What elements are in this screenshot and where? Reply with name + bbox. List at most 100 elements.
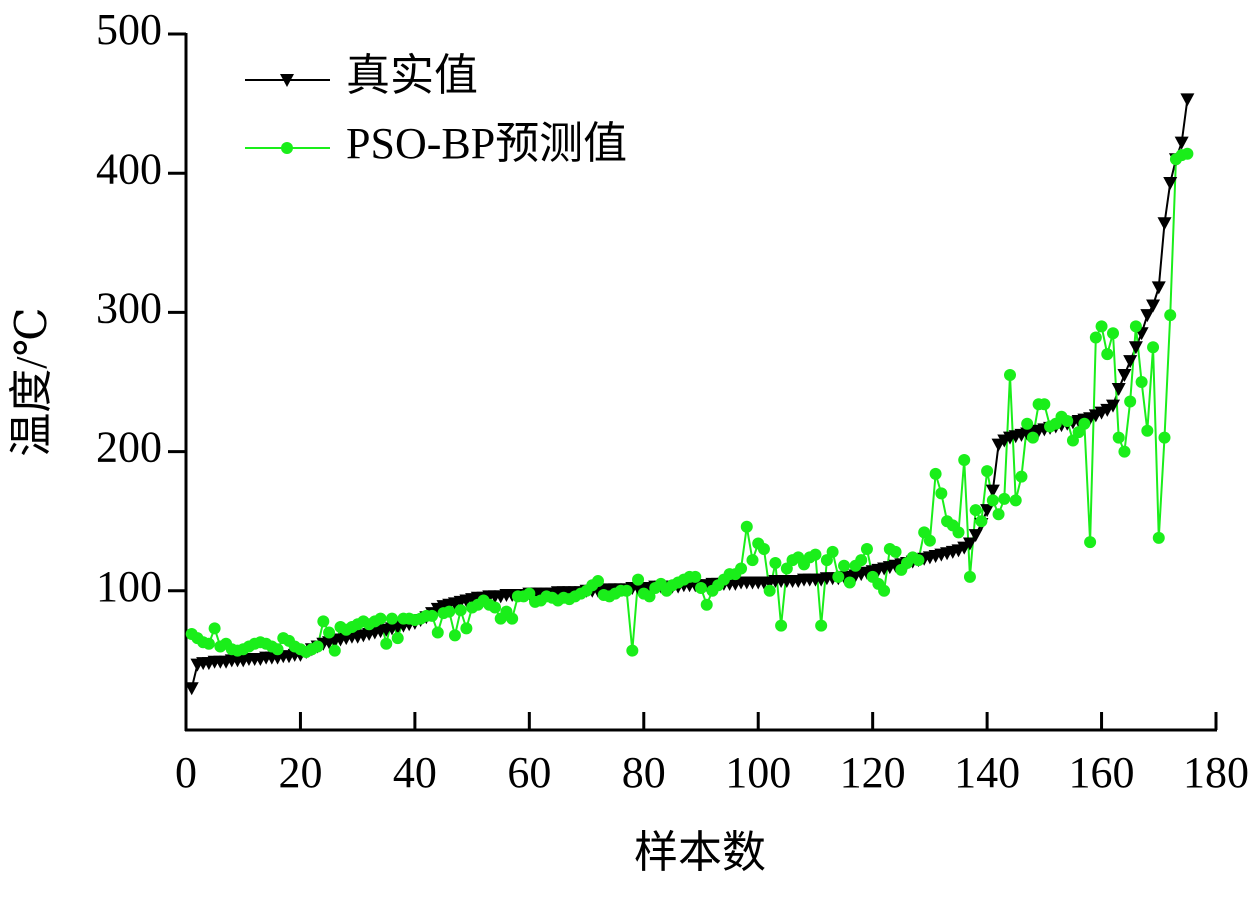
x-tick-label: 20 (278, 748, 322, 797)
point (208, 622, 221, 635)
legend-marker (280, 74, 294, 87)
y-tick-label: 200 (96, 423, 162, 472)
point (431, 626, 444, 639)
point (689, 570, 702, 583)
point (506, 612, 519, 625)
point (454, 604, 467, 617)
point (843, 576, 856, 589)
y-tick-label: 100 (96, 562, 162, 611)
point (695, 582, 707, 595)
point (317, 615, 330, 628)
point (860, 543, 873, 556)
y-tick-label: 400 (96, 144, 162, 193)
point (1009, 494, 1022, 507)
point (1117, 369, 1132, 383)
point (460, 622, 473, 635)
point (986, 494, 999, 507)
point (271, 643, 284, 656)
point (838, 559, 851, 572)
point (1147, 341, 1160, 354)
point (626, 644, 639, 657)
point (323, 626, 336, 639)
series-line (190, 99, 1189, 689)
point (1135, 376, 1148, 388)
point (1174, 136, 1189, 150)
point (889, 545, 902, 558)
point (1106, 399, 1120, 413)
point (426, 609, 439, 622)
point (878, 584, 891, 597)
point (1180, 93, 1195, 107)
x-tick-label: 80 (622, 748, 666, 797)
point (632, 573, 645, 586)
point (992, 508, 1005, 521)
point (311, 640, 324, 653)
point (1078, 417, 1091, 430)
point (1021, 417, 1034, 430)
point (328, 644, 341, 657)
point (981, 465, 994, 478)
point (489, 601, 501, 614)
point (735, 562, 748, 575)
point (1151, 281, 1166, 295)
point (1004, 369, 1016, 382)
point (962, 537, 977, 551)
point (763, 584, 776, 597)
point (809, 548, 822, 561)
point (746, 554, 759, 567)
point (929, 467, 942, 480)
point (969, 504, 982, 517)
point (1181, 147, 1194, 160)
x-tick-label: 40 (393, 748, 437, 797)
point (923, 534, 936, 547)
point (1107, 327, 1119, 340)
x-tick-label: 160 (1069, 748, 1135, 797)
point (1141, 424, 1154, 437)
point (1152, 531, 1165, 544)
point (998, 492, 1011, 505)
point (1158, 431, 1171, 444)
point (374, 612, 387, 625)
point (1061, 414, 1074, 427)
point (700, 598, 713, 611)
point (1157, 217, 1172, 231)
point (391, 632, 404, 645)
point (523, 587, 536, 600)
point (1095, 320, 1108, 333)
point (202, 637, 215, 650)
point (820, 554, 833, 567)
x-tick-label: 180 (1183, 748, 1249, 797)
legend-label: 真实值 (346, 51, 478, 100)
point (757, 543, 770, 556)
point (184, 682, 199, 696)
point (918, 526, 931, 539)
point (1015, 470, 1028, 483)
point (1066, 434, 1079, 447)
point (1164, 309, 1177, 322)
point (380, 637, 393, 650)
point (1089, 331, 1102, 344)
point (1072, 426, 1085, 439)
point (1111, 382, 1126, 396)
point (1084, 536, 1097, 549)
point (815, 619, 828, 632)
point (1118, 445, 1131, 458)
point (1140, 309, 1155, 323)
x-tick-label: 100 (725, 748, 791, 797)
point (1123, 355, 1138, 369)
point (443, 605, 456, 618)
legend-marker (281, 142, 293, 154)
point (958, 453, 971, 466)
y-tick-label: 500 (96, 5, 162, 54)
point (832, 570, 845, 583)
point (1112, 431, 1125, 444)
point (1146, 299, 1161, 313)
x-axis-title: 样本数 (634, 828, 766, 877)
x-tick-label: 140 (954, 748, 1020, 797)
point (740, 520, 753, 533)
point (952, 526, 965, 539)
legend-label: PSO-BP预测值 (346, 119, 627, 168)
point (780, 562, 793, 575)
point (1124, 395, 1137, 408)
